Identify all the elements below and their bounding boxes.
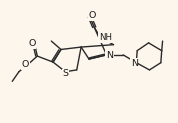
Text: S: S [62, 69, 68, 78]
Text: N: N [131, 59, 138, 68]
Text: O: O [22, 60, 29, 69]
Text: O: O [88, 11, 96, 20]
Text: N: N [106, 51, 113, 60]
Text: NH: NH [99, 33, 112, 42]
Text: O: O [28, 39, 36, 48]
